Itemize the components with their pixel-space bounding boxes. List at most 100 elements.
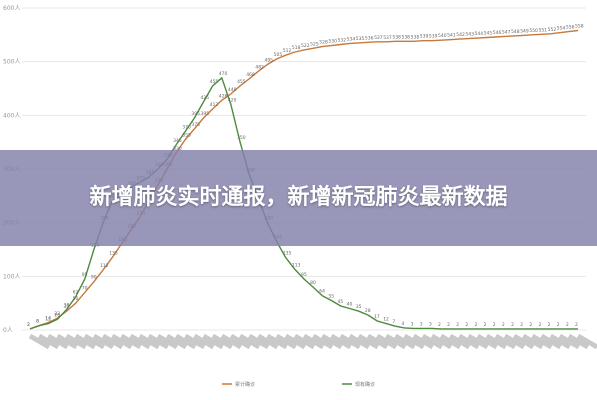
- data-label-current: 3: [420, 321, 423, 327]
- data-label-cumulative: 535: [356, 36, 365, 42]
- x-tick-label: [275, 334, 297, 349]
- data-label-cumulative: 90: [91, 275, 97, 281]
- x-tick-label: [175, 334, 197, 349]
- x-tick-label: [47, 334, 69, 349]
- data-label-cumulative: 375: [191, 122, 200, 128]
- data-label-cumulative: 440: [228, 87, 237, 93]
- x-tick-label: [485, 334, 507, 349]
- data-label-current: 2: [538, 322, 541, 328]
- x-tick-label: [111, 334, 133, 349]
- x-tick-label: [238, 334, 261, 349]
- x-tick-label: [476, 334, 498, 349]
- data-label-cumulative: 532: [338, 37, 347, 43]
- data-label-current: 2: [447, 322, 450, 328]
- data-label-cumulative: 482: [255, 64, 264, 70]
- x-tick-label: [540, 334, 562, 349]
- x-tick-label: [430, 334, 452, 349]
- x-tick-label: [129, 334, 151, 349]
- x-tick-label: [467, 334, 489, 349]
- x-tick-label: [549, 334, 571, 349]
- y-tick-label: 600人: [3, 5, 20, 12]
- x-tick-label: [92, 334, 115, 349]
- data-label-current: 2: [575, 322, 578, 328]
- data-label-cumulative: 112: [100, 263, 109, 269]
- data-label-cumulative: 528: [319, 40, 328, 46]
- x-tick-label: [293, 334, 315, 349]
- data-label-cumulative: 556: [566, 25, 575, 31]
- data-label-current: 2: [438, 322, 441, 328]
- x-tick-label: [28, 334, 51, 349]
- data-label-cumulative: 538: [411, 34, 420, 40]
- data-label-current: 20: [54, 312, 60, 318]
- data-label-current: 455: [210, 79, 219, 85]
- x-tick-label: [211, 334, 233, 349]
- data-label-current: 425: [201, 95, 210, 101]
- x-tick-label: [348, 334, 370, 349]
- data-label-current: 38: [64, 303, 70, 309]
- data-label-current: 7: [392, 319, 395, 325]
- data-label-cumulative: 551: [538, 27, 547, 33]
- data-label-cumulative: 540: [438, 33, 447, 39]
- x-tick-label: [302, 334, 325, 349]
- data-label-cumulative: 552: [548, 27, 557, 33]
- data-label-cumulative: 70: [82, 285, 88, 291]
- x-tick-label: [558, 334, 580, 349]
- data-label-current: 2: [27, 322, 30, 328]
- data-label-cumulative: 35: [64, 304, 70, 310]
- x-tick-label: [494, 334, 516, 349]
- data-label-cumulative: 135: [109, 251, 118, 257]
- data-label-current: 3: [429, 321, 432, 327]
- x-tick-label: [56, 334, 78, 349]
- data-label-cumulative: 14: [45, 315, 51, 321]
- x-tick-label: [101, 334, 124, 349]
- x-tick-label: [284, 334, 306, 349]
- data-label-cumulative: 548: [511, 29, 520, 35]
- data-label-cumulative: 541: [447, 33, 456, 39]
- data-label-current: 95: [301, 272, 307, 278]
- data-label-cumulative: 538: [392, 34, 401, 40]
- data-label-current: 40: [347, 302, 353, 308]
- data-label-current: 64: [319, 289, 325, 295]
- data-label-current: 395: [191, 111, 200, 117]
- x-tick-label: [449, 334, 471, 349]
- data-label-cumulative: 550: [529, 28, 538, 34]
- data-label-cumulative: 22: [54, 311, 60, 317]
- data-label-cumulative: 455: [237, 79, 246, 85]
- x-tick-label: [512, 334, 535, 349]
- x-tick-label: [202, 334, 224, 349]
- x-tick-label: [503, 334, 526, 349]
- data-label-cumulative: 395: [201, 111, 210, 117]
- data-label-current: 2: [456, 322, 459, 328]
- x-tick-label: [138, 334, 160, 349]
- data-label-cumulative: 549: [520, 28, 529, 34]
- x-tick-label: [147, 334, 169, 349]
- data-label-cumulative: 537: [383, 35, 392, 41]
- data-label-cumulative: 412: [210, 102, 219, 108]
- data-label-current: 2: [502, 322, 505, 328]
- data-label-current: 8: [36, 319, 39, 325]
- data-label-current: 2: [529, 322, 532, 328]
- data-label-cumulative: 539: [420, 34, 429, 40]
- x-tick-label: [375, 334, 398, 349]
- x-axis: [28, 334, 597, 349]
- x-tick-label: [266, 334, 288, 349]
- x-tick-label: [385, 334, 407, 349]
- y-tick-label: 0人: [3, 327, 13, 334]
- data-label-cumulative: 536: [365, 35, 374, 41]
- data-label-current: 370: [182, 124, 191, 130]
- data-label-cumulative: 547: [502, 29, 511, 35]
- x-tick-label: [330, 334, 352, 349]
- data-label-cumulative: 428: [219, 93, 228, 99]
- banner-title: 新增肺炎实时通报，新增新冠肺炎最新数据: [89, 185, 508, 210]
- data-label-current: 2: [511, 322, 514, 328]
- data-label-cumulative: 530: [328, 39, 337, 45]
- data-label-current: 17: [374, 314, 380, 320]
- data-label-current: 2: [475, 322, 478, 328]
- data-label-cumulative: 546: [493, 30, 502, 36]
- legend: 累计确诊 现有确诊: [222, 381, 375, 388]
- legend-label-cumulative: 累计确诊: [235, 381, 255, 388]
- data-label-cumulative: 50: [73, 296, 79, 302]
- x-tick-label: [522, 334, 544, 349]
- data-label-cumulative: 543: [465, 32, 474, 38]
